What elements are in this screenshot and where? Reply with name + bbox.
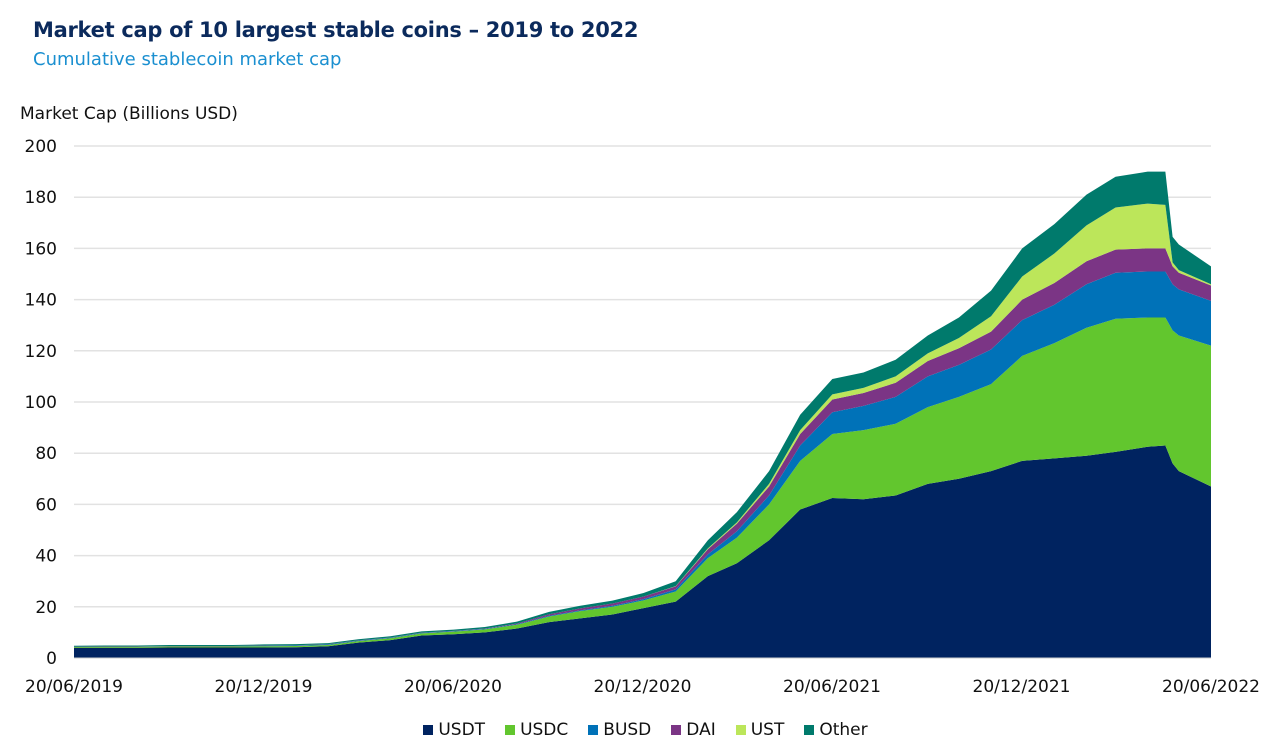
area-ust xyxy=(74,203,1211,647)
legend-item-usdc: USDC xyxy=(505,720,568,740)
area-usdc xyxy=(74,317,1211,648)
legend-item-ust: UST xyxy=(735,720,785,740)
area-busd xyxy=(74,271,1211,647)
x-tick-label: 20/06/2020 xyxy=(404,677,502,697)
y-tick-label: 0 xyxy=(46,649,57,669)
y-tick-label: 60 xyxy=(35,495,57,515)
y-tick-label: 160 xyxy=(25,239,57,259)
y-axis-label: Market Cap (Billions USD) xyxy=(20,104,238,124)
legend-label: USDC xyxy=(520,720,569,740)
y-tick-label: 200 xyxy=(25,137,57,157)
y-tick-label: 20 xyxy=(35,598,57,618)
y-tick-label: 120 xyxy=(25,342,57,362)
legend-swatch xyxy=(588,725,599,735)
chart-subtitle: Cumulative stablecoin market cap xyxy=(33,49,342,70)
chart-title: Market cap of 10 largest stable coins – … xyxy=(33,18,639,42)
y-tick-label: 80 xyxy=(35,444,57,464)
legend-label: BUSD xyxy=(603,720,652,740)
x-tick-label: 20/12/2021 xyxy=(973,677,1071,697)
legend-label: USDT xyxy=(438,720,486,740)
legend-label: UST xyxy=(750,720,785,740)
x-tick-label: 20/06/2021 xyxy=(783,677,881,697)
legend-label: DAI xyxy=(686,720,716,740)
legend-item-usdt: USDT xyxy=(423,720,485,740)
legend-swatch xyxy=(423,725,434,735)
y-tick-label: 40 xyxy=(35,547,57,567)
x-tick-label: 20/06/2022 xyxy=(1162,677,1260,697)
legend-swatch xyxy=(735,725,746,735)
legend-item-dai: DAI xyxy=(671,720,716,740)
legend-item-busd: BUSD xyxy=(588,720,651,740)
y-tick-label: 180 xyxy=(25,188,57,208)
x-tick-label: 20/06/2019 xyxy=(25,677,123,697)
x-tick-label: 20/12/2019 xyxy=(215,677,313,697)
legend-item-other: Other xyxy=(804,720,868,740)
legend-swatch xyxy=(671,725,682,735)
x-tick-label: 20/12/2020 xyxy=(594,677,692,697)
area-usdt xyxy=(74,445,1211,658)
y-tick-label: 100 xyxy=(25,393,57,413)
legend-label: Other xyxy=(819,720,868,740)
legend-swatch xyxy=(804,725,815,735)
legend: USDT USDC BUSD DAI UST Other xyxy=(0,720,1281,740)
y-tick-label: 140 xyxy=(25,291,57,311)
legend-swatch xyxy=(505,725,516,735)
